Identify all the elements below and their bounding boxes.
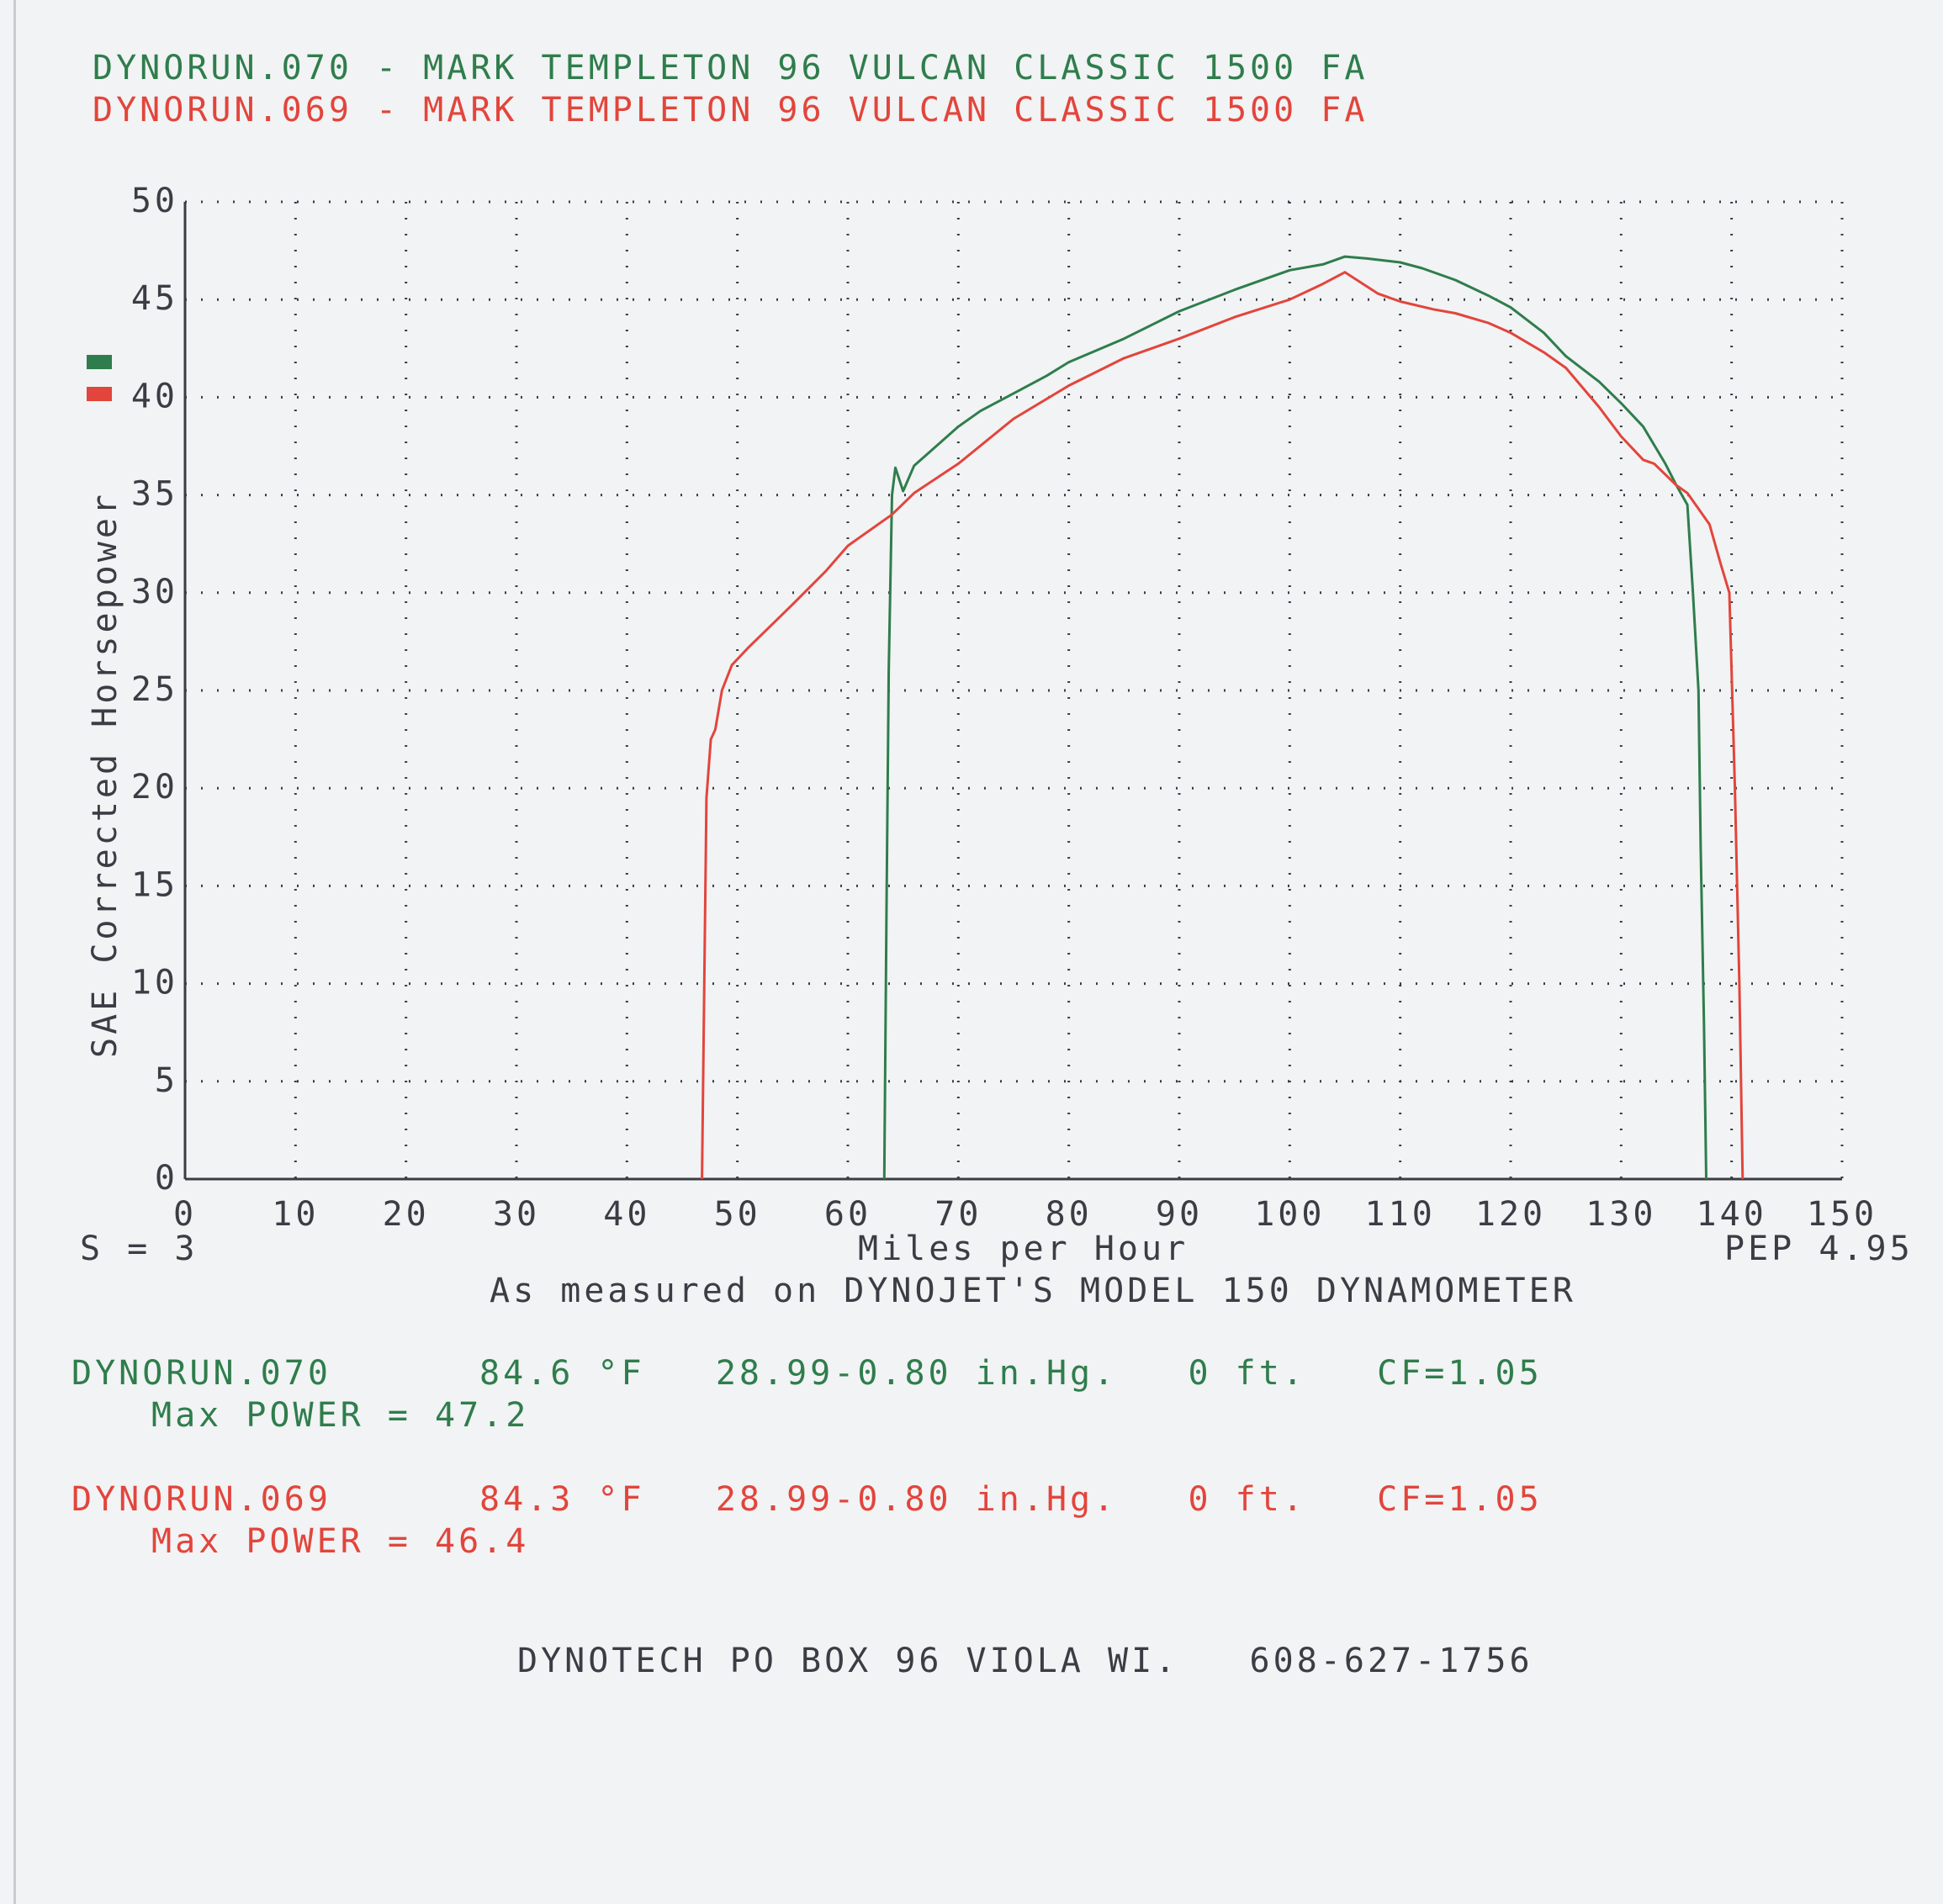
- x-tick-label: 0: [173, 1195, 197, 1234]
- tick-labels: 0 10 20 30 40 50 60 70 80 90 100 110 120 130 140 150 0 5 1…: [131, 182, 1877, 1234]
- y-tick-label: 40: [131, 377, 178, 415]
- x-tick-label: 110: [1365, 1195, 1436, 1234]
- y-tick-label: 20: [131, 768, 178, 807]
- x-tick-label: 100: [1254, 1195, 1325, 1234]
- x-tick-label: 90: [1156, 1195, 1203, 1234]
- x-axis-label: Miles per Hour: [858, 1230, 1189, 1268]
- y-tick-label: 35: [131, 475, 178, 514]
- x-tick-label: 70: [934, 1195, 982, 1234]
- x-tick-label: 120: [1475, 1195, 1546, 1234]
- run069-max-power: Max POWER = 46.4: [151, 1522, 530, 1561]
- y-tick-label: 5: [155, 1061, 178, 1100]
- series-lines: [701, 255, 1744, 1180]
- series-line-dynorun-070: [882, 255, 1707, 1180]
- legend-swatch-run069: [87, 387, 112, 401]
- y-axis-label: SAE Corrected Horsepower: [86, 491, 124, 1058]
- chart-axes: [183, 202, 1842, 1181]
- shop-footer: DYNOTECH PO BOX 96 VIOLA WI. 608-627-175…: [517, 1642, 1533, 1680]
- legend-swatch-run070: [87, 355, 112, 369]
- y-tick-label: 30: [131, 573, 178, 611]
- x-tick-label: 140: [1697, 1195, 1767, 1234]
- title-run069: DYNORUN.069 - MARK TEMPLETON 96 VULCAN C…: [93, 91, 1369, 130]
- chart-grid: [185, 200, 1844, 1179]
- y-tick-label: 0: [155, 1159, 178, 1198]
- y-tick-label: 25: [131, 670, 178, 709]
- smoothing-note: S = 3: [80, 1230, 199, 1268]
- run070-max-power: Max POWER = 47.2: [151, 1396, 530, 1435]
- run069-name: DYNORUN.069: [71, 1480, 331, 1519]
- y-tick-label: 45: [131, 279, 178, 318]
- page-edge-shadow: [13, 0, 16, 1904]
- y-tick-label: 50: [131, 182, 178, 220]
- y-tick-label: 15: [131, 865, 178, 904]
- title-run070: DYNORUN.070 - MARK TEMPLETON 96 VULCAN C…: [93, 49, 1369, 87]
- x-tick-label: 130: [1586, 1195, 1656, 1234]
- x-tick-label: 150: [1807, 1195, 1877, 1234]
- run069-conditions: 84.3 °F 28.99-0.80 in.Hg. 0 ft. CF=1.05: [479, 1480, 1543, 1519]
- run070-conditions: 84.6 °F 28.99-0.80 in.Hg. 0 ft. CF=1.05: [479, 1354, 1543, 1393]
- x-tick-label: 50: [714, 1195, 761, 1234]
- dynamometer-subtitle: As measured on DYNOJET'S MODEL 150 DYNAM…: [490, 1272, 1576, 1310]
- y-tick-label: 10: [131, 964, 178, 1002]
- x-tick-label: 60: [824, 1195, 871, 1234]
- horsepower-chart: 0 10 20 30 40 50 60 70 80 90 100 110 120 130 140 150 0 5 1…: [86, 182, 1877, 1234]
- series-line-dynorun-069: [701, 271, 1744, 1180]
- x-tick-label: 30: [493, 1195, 540, 1234]
- x-tick-label: 10: [272, 1195, 319, 1234]
- x-tick-label: 40: [603, 1195, 650, 1234]
- run070-name: DYNORUN.070: [71, 1354, 331, 1393]
- x-tick-label: 20: [383, 1195, 430, 1234]
- x-tick-label: 80: [1046, 1195, 1093, 1234]
- pep-note: PEP 4.95: [1724, 1230, 1914, 1268]
